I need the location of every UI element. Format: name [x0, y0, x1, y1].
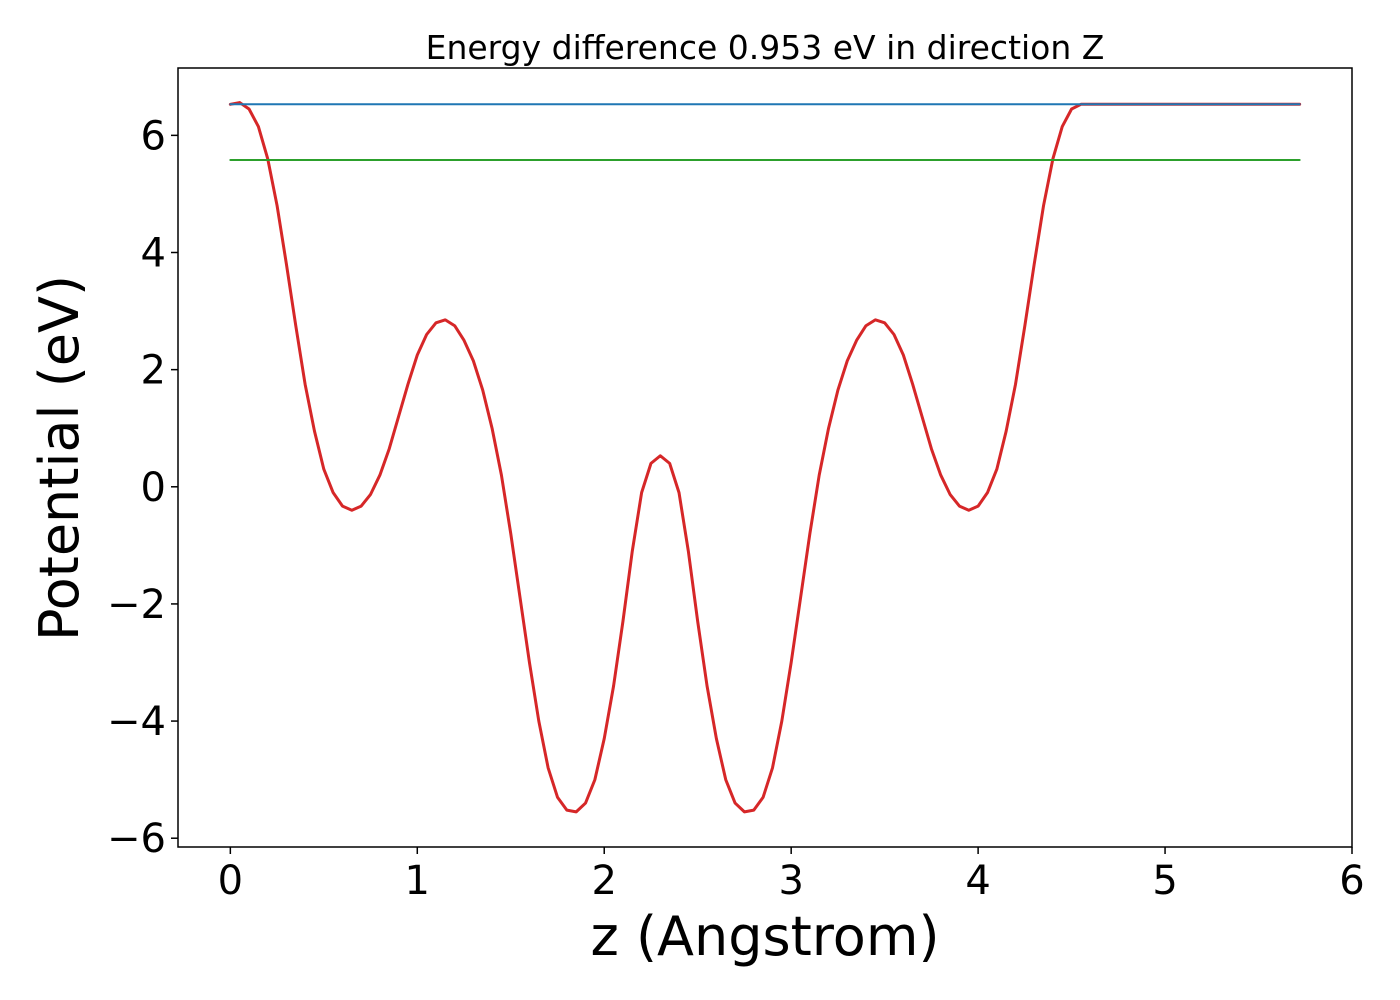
x-tick-label: 0 — [218, 858, 243, 904]
x-axis: 0 1 2 3 4 5 6 — [218, 847, 1365, 904]
series-layer — [228, 101, 1302, 814]
y-tick-label: 2 — [141, 348, 166, 394]
y-tick-label: 4 — [141, 231, 166, 277]
x-tick-label: 3 — [778, 858, 803, 904]
plot-frame — [177, 67, 1353, 848]
x-tick-label: 1 — [405, 858, 430, 904]
y-tick-label: −2 — [107, 582, 166, 628]
y-tick-label: −6 — [107, 816, 166, 862]
y-axis-label: Potential (eV) — [28, 275, 91, 641]
x-tick-label: 4 — [965, 858, 990, 904]
x-tick-label: 2 — [592, 858, 617, 904]
chart-title: Energy difference 0.953 eV in direction … — [426, 28, 1105, 67]
series-line-1 — [228, 101, 1302, 814]
y-tick-label: 0 — [141, 465, 166, 511]
x-tick-label: 5 — [1152, 858, 1177, 904]
y-axis: −6 −4 −2 0 2 4 6 — [107, 113, 178, 862]
x-tick-label: 6 — [1339, 858, 1364, 904]
y-tick-label: −4 — [107, 699, 166, 745]
y-tick-label: 6 — [141, 113, 166, 159]
x-axis-label: z (Angstrom) — [590, 905, 939, 968]
